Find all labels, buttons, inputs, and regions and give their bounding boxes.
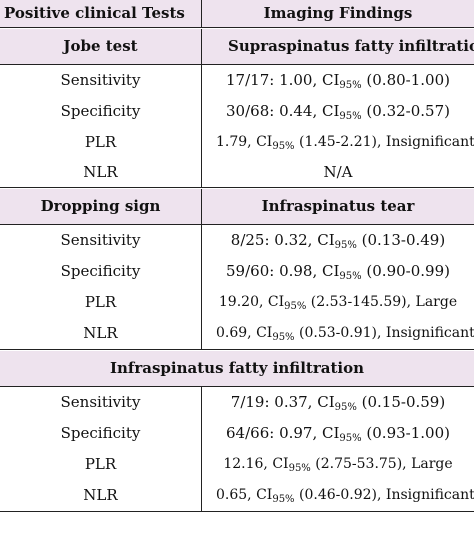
table-row: NLR 0.69, CI95% (0.53-0.91), Insignifica…: [0, 318, 474, 349]
metric-value: 0.69, CI95% (0.53-0.91), Insignificant: [216, 325, 474, 343]
table-row: Specificity 30/68: 0.44, CI95% (0.32-0.5…: [0, 96, 474, 127]
divider: [0, 27, 474, 28]
metric-value: 7/19: 0.37, CI95% (0.15-0.59): [230, 393, 446, 413]
metric-value: 12.16, CI95% (2.75-53.75), Large: [223, 456, 453, 474]
divider: [0, 511, 474, 512]
divider: [0, 349, 474, 350]
table-row: NLR N/A: [0, 158, 474, 187]
metric-value: 19.20, CI95% (2.53-145.59), Large: [218, 294, 458, 312]
divider: [0, 187, 474, 188]
metric-label: Specificity: [0, 256, 202, 287]
section-header-infraspinatus-fatty: Infraspinatus fatty infiltration: [0, 351, 474, 386]
metric-label: PLR: [0, 287, 202, 318]
metric-value: N/A: [323, 163, 353, 181]
table-row: Specificity 59/60: 0.98, CI95% (0.90-0.9…: [0, 256, 474, 287]
metric-label: NLR: [0, 158, 202, 187]
divider: [0, 224, 474, 225]
metric-value: 0.65, CI95% (0.46-0.92), Insignificant: [216, 487, 474, 505]
section-right-title: Supraspinatus fatty infiltration: [228, 37, 474, 55]
table-row: PLR 12.16, CI95% (2.75-53.75), Large: [0, 449, 474, 480]
section-full-title: Infraspinatus fatty infiltration: [109, 359, 365, 377]
section-left-title: Dropping sign: [0, 189, 202, 224]
metric-label: PLR: [0, 127, 202, 158]
table-row: Specificity 64/66: 0.97, CI95% (0.93-1.0…: [0, 418, 474, 449]
header-positive-clinical-tests: Positive clinical Tests: [0, 0, 202, 27]
section-header-dropping-sign: Dropping sign Infraspinatus tear: [0, 189, 474, 224]
header-imaging-findings: Imaging Findings: [263, 4, 413, 22]
metric-label: Sensitivity: [0, 65, 202, 96]
metric-label: Specificity: [0, 96, 202, 127]
table-row: Sensitivity 8/25: 0.32, CI95% (0.13-0.49…: [0, 225, 474, 256]
divider: [0, 64, 474, 65]
section-header-jobe: Jobe test Supraspinatus fatty infiltrati…: [0, 29, 474, 64]
table-row: Sensitivity 7/19: 0.37, CI95% (0.15-0.59…: [0, 387, 474, 418]
metric-label: Sensitivity: [0, 387, 202, 418]
metric-value: 59/60: 0.98, CI95% (0.90-0.99): [226, 262, 450, 282]
metric-label: PLR: [0, 449, 202, 480]
table-row: Sensitivity 17/17: 1.00, CI95% (0.80-1.0…: [0, 65, 474, 96]
metric-value: 1.79, CI95% (1.45-2.21), Insignificant: [216, 134, 474, 152]
metric-value: 64/66: 0.97, CI95% (0.93-1.00): [226, 424, 450, 444]
table-row: NLR 0.65, CI95% (0.46-0.92), Insignifica…: [0, 480, 474, 511]
metric-label: Sensitivity: [0, 225, 202, 256]
metric-label: NLR: [0, 318, 202, 349]
metric-label: NLR: [0, 480, 202, 511]
section-right-title: Infraspinatus tear: [261, 197, 415, 215]
table-header-row: Positive clinical Tests Imaging Findings: [0, 0, 474, 27]
metric-value: 8/25: 0.32, CI95% (0.13-0.49): [230, 231, 446, 251]
table-row: PLR 19.20, CI95% (2.53-145.59), Large: [0, 287, 474, 318]
metric-value: 30/68: 0.44, CI95% (0.32-0.57): [226, 102, 450, 122]
metric-label: Specificity: [0, 418, 202, 449]
table-row: PLR 1.79, CI95% (1.45-2.21), Insignifica…: [0, 127, 474, 158]
divider: [0, 386, 474, 387]
metric-value: 17/17: 1.00, CI95% (0.80-1.00): [226, 71, 450, 91]
section-left-title: Jobe test: [0, 29, 202, 64]
